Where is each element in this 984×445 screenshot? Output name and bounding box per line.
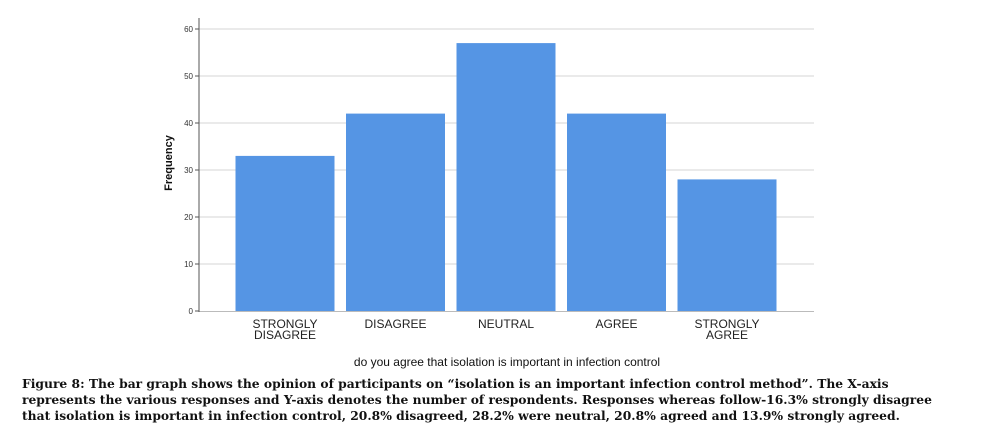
- bar: [235, 155, 335, 311]
- bar: [456, 43, 556, 311]
- figure-caption: Figure 8: The bar graph shows the opinio…: [22, 376, 932, 423]
- y-tick-label: 20: [184, 213, 193, 222]
- bars: [235, 43, 777, 311]
- x-tick-label: NEUTRAL: [478, 317, 534, 331]
- y-tick-label: 50: [184, 72, 193, 81]
- y-tick-label: 0: [189, 307, 194, 316]
- y-tick-label: 30: [184, 166, 193, 175]
- y-tick-label: 60: [184, 25, 193, 34]
- y-tick-label: 10: [184, 260, 193, 269]
- y-tick-label: 40: [184, 119, 193, 128]
- x-tick-label: DISAGREE: [254, 328, 316, 342]
- x-tick-label: AGREE: [595, 317, 637, 331]
- y-axis-label: Frequency: [163, 134, 175, 191]
- bar: [567, 113, 666, 311]
- bar: [677, 179, 777, 311]
- x-tick-label: AGREE: [706, 328, 748, 342]
- x-tick-label: STRONGLY: [252, 317, 317, 331]
- x-tick-label: DISAGREE: [364, 317, 426, 331]
- x-axis-label: do you agree that isolation is important…: [354, 355, 660, 369]
- bar: [346, 113, 445, 311]
- x-tick-label: STRONGLY: [694, 317, 759, 331]
- y-ticks: 0 10 20 30 40 50 60: [184, 25, 199, 316]
